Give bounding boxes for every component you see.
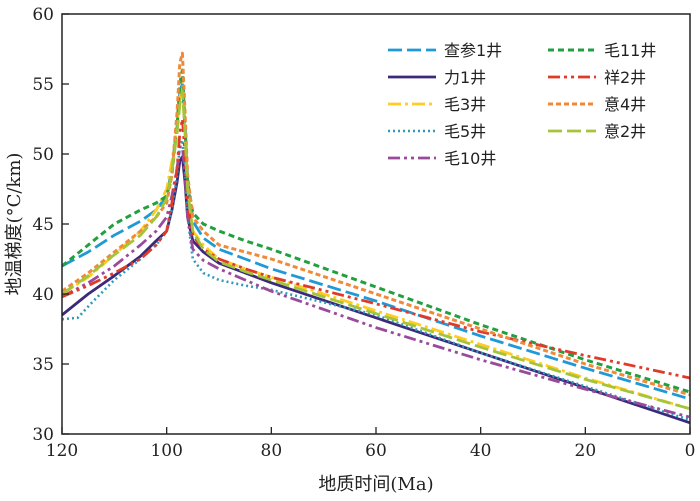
series-line-7 (61, 117, 691, 380)
x-tick-label: 120 (46, 441, 78, 461)
legend-label: 查参1井 (444, 41, 502, 60)
y-tick-label: 55 (32, 75, 54, 95)
y-tick-label: 40 (32, 285, 54, 305)
legend-label: 毛5井 (444, 122, 486, 141)
series-line-4 (61, 138, 691, 422)
x-axis-title: 地质时间(Ma) (318, 474, 433, 495)
y-tick-label: 30 (32, 425, 54, 445)
x-tick-label: 100 (150, 441, 182, 461)
x-axis-ticks: 120 100 80 60 40 20 0 (46, 427, 696, 461)
series-line-8 (61, 51, 691, 397)
legend-label: 意2井 (604, 122, 646, 141)
x-tick-label: 40 (470, 441, 492, 461)
legend-label: 意4井 (604, 95, 646, 114)
x-tick-label: 60 (365, 441, 387, 461)
series-line-3 (61, 79, 691, 411)
plot-lines (61, 51, 691, 425)
legend-label: 毛11井 (604, 41, 656, 60)
y-axis-ticks: 30 35 40 45 50 55 60 (32, 5, 69, 445)
series-line-5 (61, 145, 691, 419)
series-line-9 (61, 89, 691, 411)
legend-label: 毛3井 (444, 95, 486, 114)
y-tick-label: 60 (32, 5, 54, 25)
legend-label: 祥2井 (604, 68, 646, 87)
x-tick-label: 0 (685, 441, 696, 461)
x-tick-label: 80 (261, 441, 283, 461)
y-tick-label: 45 (32, 215, 54, 235)
series-line-1 (61, 82, 691, 401)
legend-label: 力1井 (444, 68, 486, 87)
y-tick-label: 50 (32, 145, 54, 165)
series-line-6 (61, 68, 691, 394)
x-tick-label: 20 (575, 441, 597, 461)
y-tick-label: 35 (32, 355, 54, 375)
legend-label: 毛10井 (444, 149, 496, 168)
y-axis-title: 地温梯度(°C/km) (4, 153, 25, 296)
